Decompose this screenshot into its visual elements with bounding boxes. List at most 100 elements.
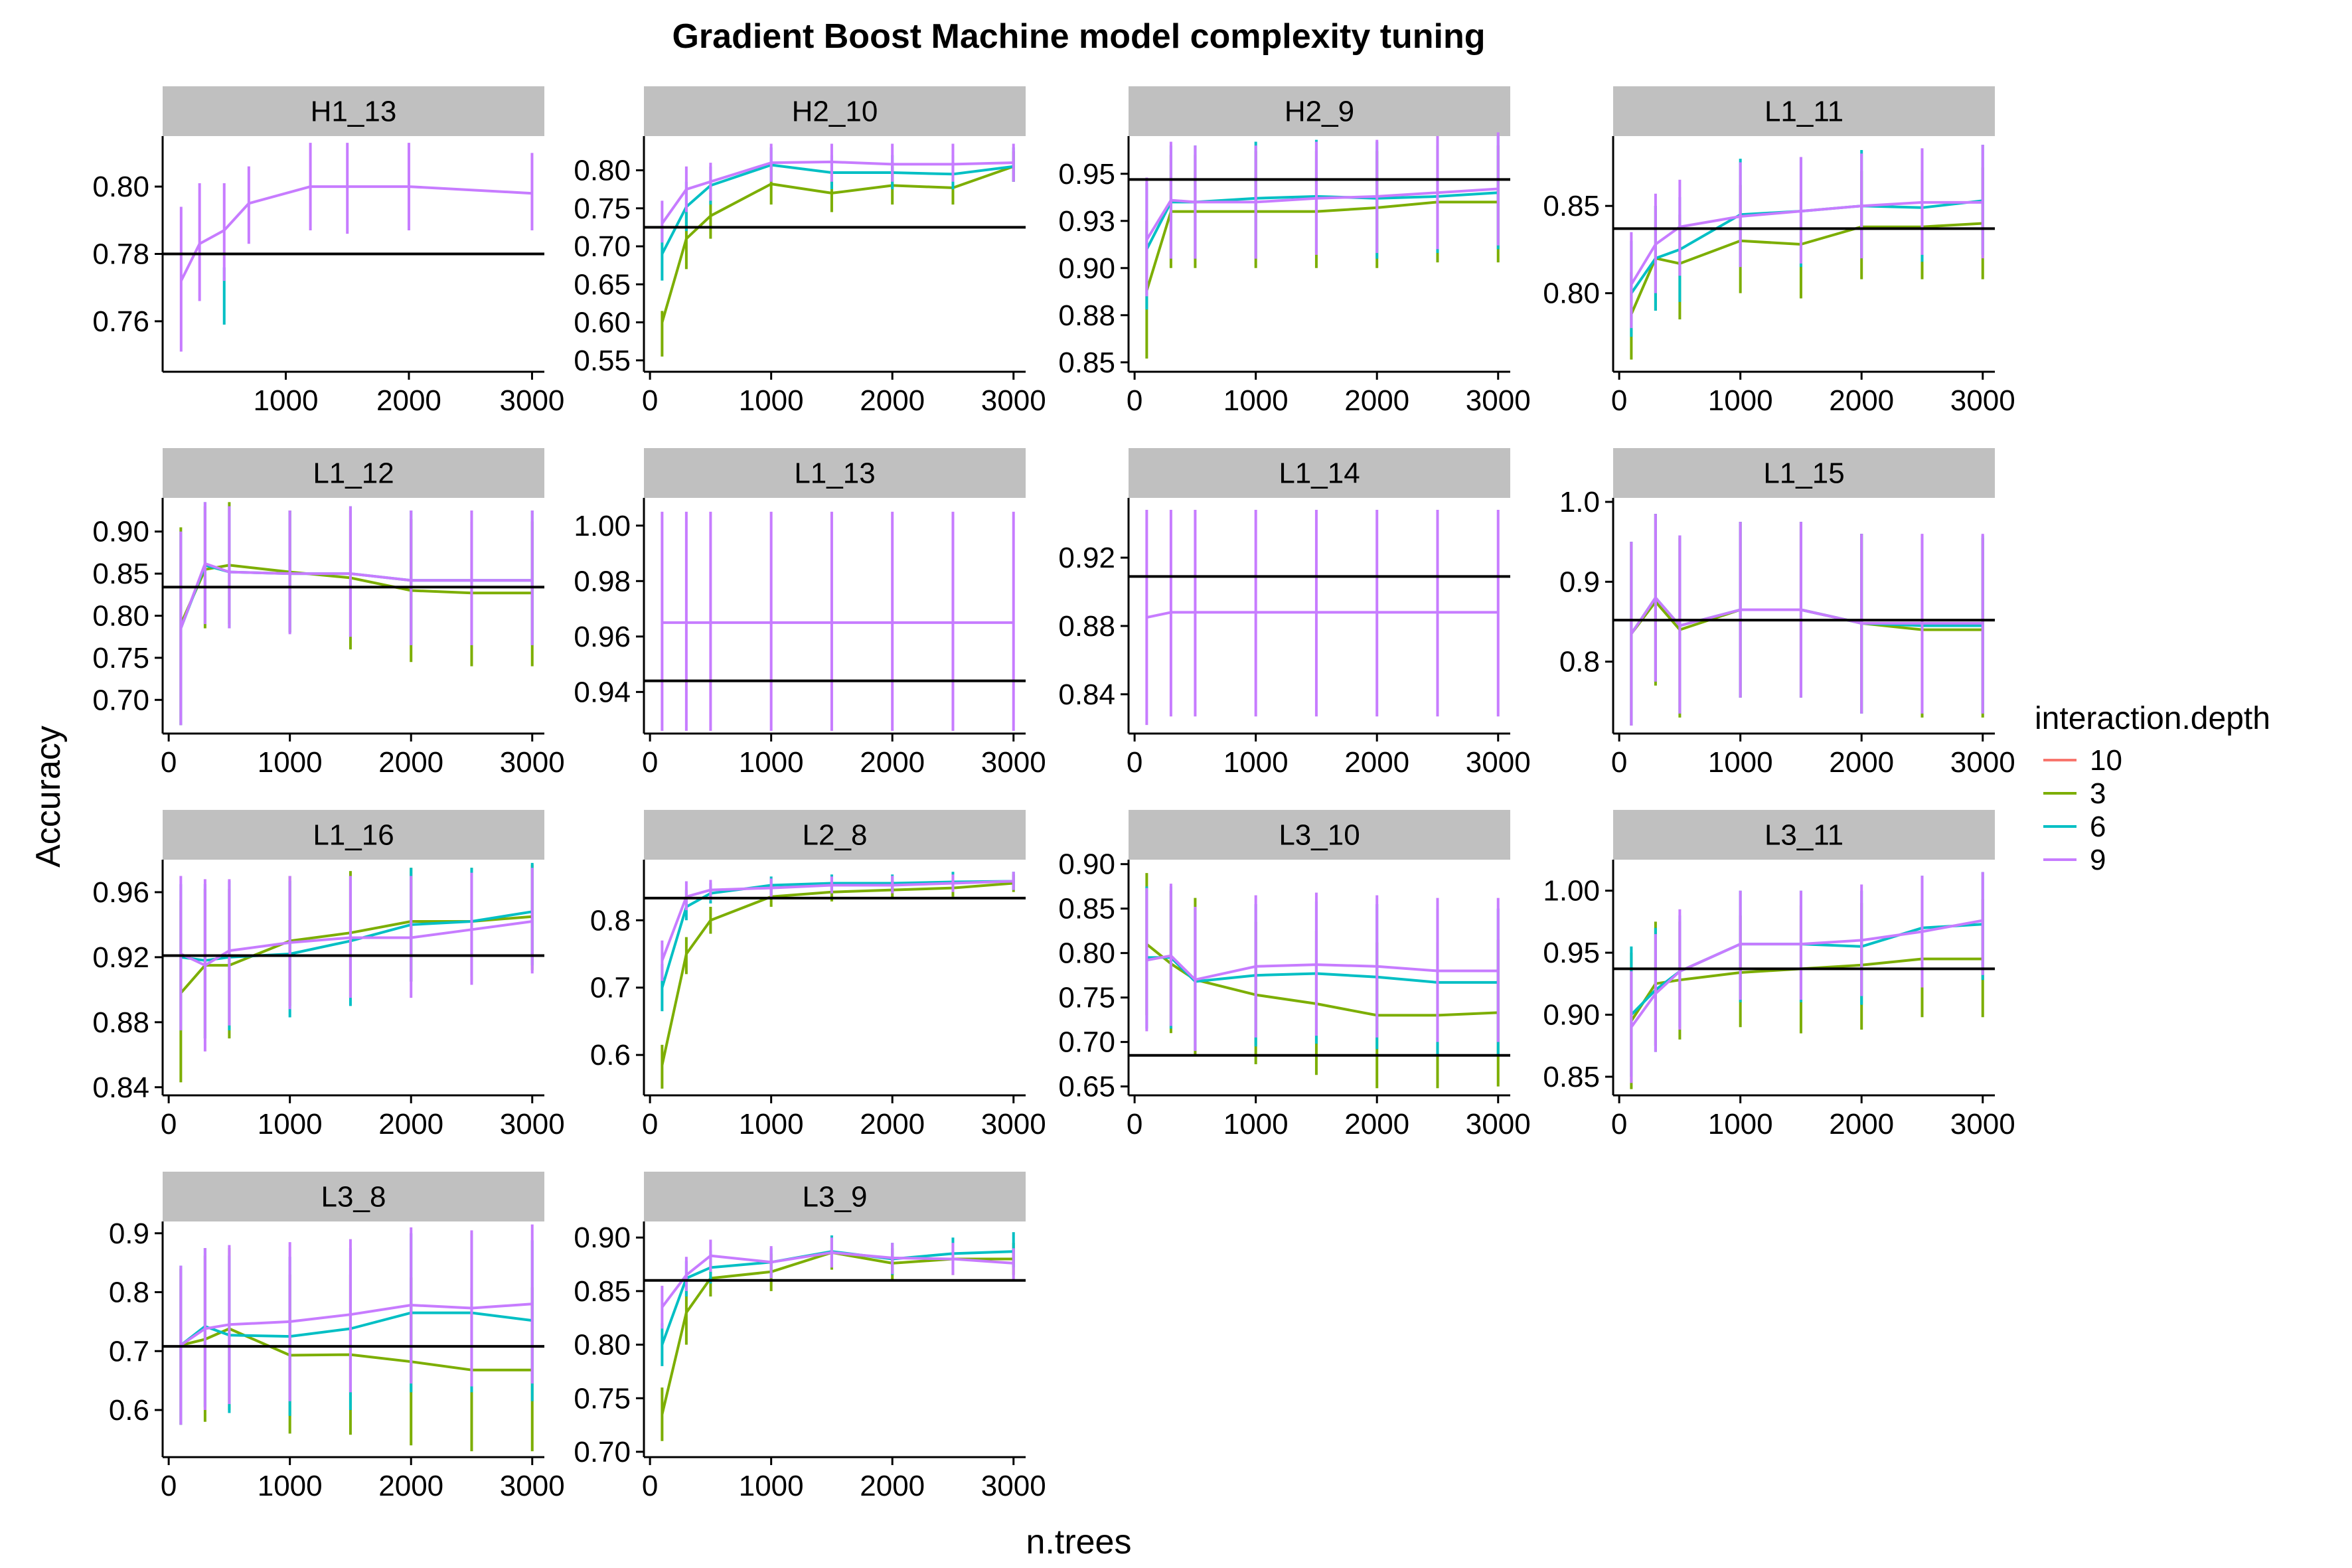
series-line: [1145, 200, 1498, 291]
y-tick-label: 0.65: [1058, 1071, 1115, 1103]
facet-panel-L3_11: L3_11 0 1000 2000 3000 0.85 0.90 0.95 1.00: [1543, 810, 2015, 1140]
y-tick-label: 0.8: [1559, 646, 1600, 678]
series-line: [661, 160, 1014, 224]
y-tick-label: 0.88: [1058, 299, 1115, 332]
facet-strip: [163, 448, 544, 498]
facet-strip-label: H1_13: [311, 96, 397, 128]
facet-strip-label: L3_8: [321, 1181, 386, 1214]
series-line: [1146, 611, 1498, 619]
y-tick-label: 0.98: [574, 565, 631, 597]
x-tick-label: 0: [642, 1108, 658, 1140]
x-tick-label: 0: [642, 1470, 658, 1502]
y-tick-label: 0.70: [574, 230, 631, 263]
facet-strip: [1613, 448, 1995, 498]
x-tick-label: 2000: [378, 1470, 443, 1502]
y-tick-label: 0.95: [1543, 937, 1600, 969]
x-tick-label: 1000: [739, 746, 804, 779]
x-tick-label: 3000: [1466, 384, 1531, 417]
facet-strip: [644, 448, 1026, 498]
series-line: [661, 1251, 1014, 1308]
series-line: [661, 880, 1014, 988]
facet-panel-L1_12: L1_12 0 1000 2000 3000 0.70 0.75 0.80 0.85 0.90: [92, 448, 565, 779]
legend-entry-10: 10: [2043, 744, 2122, 777]
x-tick-label: 1000: [739, 1108, 804, 1140]
legend-label: 6: [2090, 811, 2106, 843]
facet-panel-H2_9: H2_9 0 1000 2000 3000 0.85 0.88 0.90 0.93 0.95: [1058, 86, 1531, 417]
y-tick-label: 0.84: [92, 1071, 149, 1104]
x-tick-label: 3000: [1466, 746, 1531, 779]
x-tick-label: 3000: [500, 746, 565, 779]
x-tick-label: 1000: [1708, 1108, 1773, 1140]
x-tick-label: 3000: [1950, 384, 2015, 417]
x-tick-label: 1000: [1223, 1108, 1289, 1140]
facet-strip: [163, 810, 544, 860]
y-tick-label: 0.90: [1058, 848, 1115, 881]
series-depth-9: [179, 1224, 534, 1425]
x-tick-label: 1000: [1708, 746, 1773, 779]
facet-strip: [1129, 448, 1510, 498]
x-tick-label: 3000: [500, 1108, 565, 1140]
series-depth-9: [661, 511, 1015, 731]
series-depth-9: [179, 502, 534, 726]
y-tick-label: 0.88: [92, 1006, 149, 1039]
facet-strip-label: H2_9: [1285, 96, 1354, 128]
legend-label: 9: [2090, 844, 2106, 876]
facet-strip-label: L1_14: [1279, 457, 1360, 490]
series-depth-9: [661, 872, 1015, 981]
facet-panel-L3_10: L3_10 0 1000 2000 3000 0.65 0.70 0.75 0.80 0.85 0.…: [1058, 810, 1531, 1140]
x-tick-label: 3000: [1950, 1108, 2015, 1140]
x-tick-label: 0: [1127, 1108, 1142, 1140]
x-tick-label: 0: [161, 1108, 177, 1140]
facet-panel-L2_8: L2_8 0 1000 2000 3000 0.6 0.7 0.8: [590, 810, 1046, 1140]
series-line: [180, 1327, 532, 1372]
y-tick-label: 0.96: [92, 876, 149, 909]
facet-strip: [1613, 810, 1995, 860]
series-line: [1630, 222, 1983, 315]
series-depth-9: [661, 1237, 1015, 1329]
y-tick-label: 0.75: [574, 193, 631, 225]
facet-strip: [1129, 86, 1510, 136]
y-tick-label: 0.70: [574, 1436, 631, 1468]
y-tick-label: 0.6: [590, 1039, 631, 1071]
facet-strip: [644, 1172, 1026, 1221]
x-tick-label: 2000: [1829, 384, 1894, 417]
x-tick-label: 1000: [254, 384, 319, 417]
facet-strip-label: L1_13: [794, 457, 875, 490]
y-tick-label: 0.70: [92, 684, 149, 716]
facet-panel-L3_8: L3_8 0 1000 2000 3000 0.6 0.7 0.8 0.9: [109, 1172, 565, 1502]
series-line: [1630, 596, 1983, 635]
y-tick-label: 0.85: [1543, 1061, 1600, 1093]
series-line: [661, 165, 1014, 323]
y-tick-label: 1.00: [574, 510, 631, 542]
x-tick-label: 3000: [981, 384, 1046, 417]
x-tick-label: 3000: [981, 1108, 1046, 1140]
facet-strip-label: L1_16: [313, 819, 394, 852]
facet-strip: [1613, 86, 1995, 136]
y-tick-label: 0.70: [1058, 1026, 1115, 1059]
x-tick-label: 3000: [500, 384, 565, 417]
series-depth-9: [179, 868, 534, 1052]
facet-panel-L1_15: L1_15 0 1000 2000 3000 0.8 0.9 1.0: [1559, 448, 2015, 779]
x-tick-label: 0: [642, 746, 658, 779]
series-line: [1145, 187, 1498, 241]
y-tick-label: 0.93: [1058, 205, 1115, 238]
x-tick-label: 2000: [376, 384, 441, 417]
x-tick-label: 3000: [500, 1470, 565, 1502]
x-tick-label: 2000: [1344, 746, 1409, 779]
x-tick-label: 0: [642, 384, 658, 417]
x-tick-label: 2000: [1344, 384, 1409, 417]
facet-panel-H2_10: H2_10 0 1000 2000 3000 0.55 0.60 0.65 0.70 0.75 0.…: [574, 86, 1046, 417]
y-tick-label: 0.90: [92, 516, 149, 548]
y-tick-label: 0.78: [92, 238, 149, 271]
facet-strip-label: L1_15: [1763, 457, 1844, 490]
y-tick-label: 1.00: [1543, 875, 1600, 907]
y-tick-label: 0.92: [92, 941, 149, 974]
x-tick-label: 1000: [258, 746, 323, 779]
facet-strip-label: L2_8: [803, 819, 868, 852]
y-tick-label: 0.85: [1058, 893, 1115, 925]
y-tick-label: 0.90: [1543, 999, 1600, 1032]
series-line: [1630, 919, 1984, 1028]
